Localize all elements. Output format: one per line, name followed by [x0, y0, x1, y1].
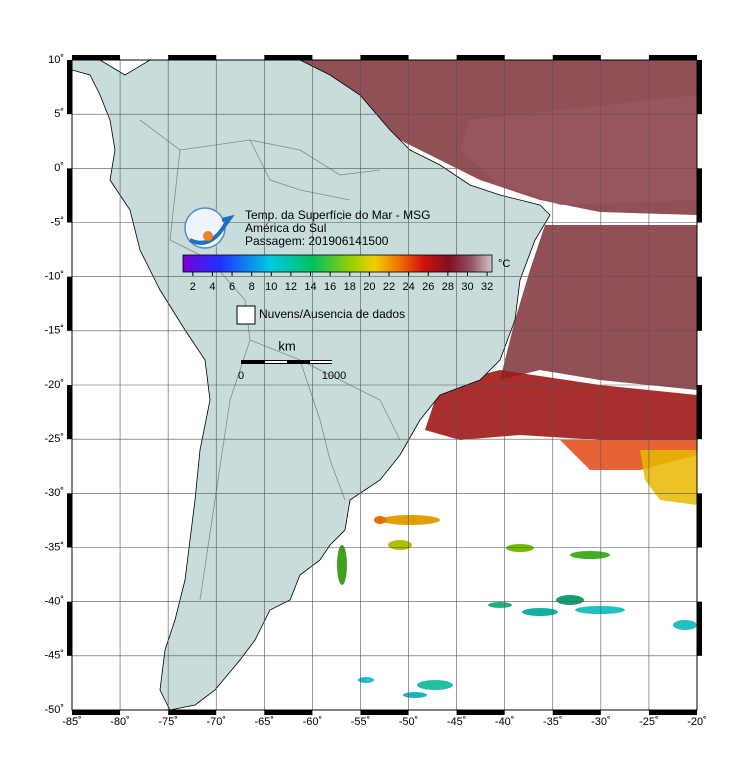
colorbar-tick-label: 20 [363, 281, 375, 293]
frame-bar [360, 55, 409, 60]
x-tick-label: -55˚ [351, 716, 371, 728]
y-tick-label: -35˚ [44, 541, 64, 553]
colorbar-tick-label: 2 [190, 281, 196, 293]
frame-bar [648, 710, 697, 715]
scale-label: 0 [238, 370, 244, 382]
frame-bar [648, 55, 697, 60]
x-tick-label: -70˚ [206, 716, 226, 728]
scale-bar [241, 360, 332, 364]
y-tick-label: -45˚ [44, 650, 64, 662]
x-tick-label: -80˚ [110, 716, 130, 728]
frame-bar [67, 385, 72, 440]
colorbar-tick-label: 16 [324, 281, 336, 293]
y-tick-label: 0˚ [54, 162, 64, 174]
x-tick-label: -75˚ [158, 716, 178, 728]
frame-bar [456, 710, 505, 715]
x-tick-label: -60˚ [303, 716, 323, 728]
scale-label: 1000 [322, 370, 346, 382]
x-tick-label: -50˚ [399, 716, 419, 728]
x-tick-label: -40˚ [495, 716, 515, 728]
title-block: Temp. da Superfície do Mar - MSGAmérica … [245, 208, 430, 248]
x-tick-label: -85˚ [62, 716, 82, 728]
frame-bar [72, 710, 121, 715]
colorbar-tick-label: 14 [304, 281, 316, 293]
title-line: Passagem: 201906141500 [245, 234, 389, 248]
colorbar-tick-label: 32 [481, 281, 493, 293]
colorbar-tick-label: 8 [249, 281, 255, 293]
legend-swatch [236, 305, 256, 325]
colorbar-tick-label: 24 [402, 281, 414, 293]
x-tick-label: -65˚ [255, 716, 275, 728]
y-tick-label: -20˚ [44, 379, 64, 391]
frame-bar [67, 168, 72, 223]
colorbar-tick-label: 18 [344, 281, 356, 293]
inpe-logo [184, 207, 235, 249]
colorbar [182, 254, 493, 273]
scale-unit: km [278, 338, 295, 353]
x-tick-label: -35˚ [543, 716, 563, 728]
frame-bar [264, 710, 313, 715]
y-tick-label: 10˚ [48, 54, 64, 66]
frame-bar [360, 710, 409, 715]
borders [139, 119, 401, 601]
frame-bar [67, 493, 72, 548]
frame-bar [697, 385, 702, 440]
axes: -85˚ -80˚ -75˚ -70˚ -65˚ -60˚ -55˚ -50˚ -45˚ -40˚… [44, 54, 706, 728]
frame-bar [552, 55, 601, 60]
colorbar-tick-label: 4 [209, 281, 215, 293]
colorbar-tick-label: 26 [422, 281, 434, 293]
sst-patches [300, 60, 697, 698]
y-tick-label: 5˚ [54, 108, 64, 120]
frame-bar [697, 168, 702, 223]
y-tick-label: -30˚ [44, 487, 64, 499]
colorbar-tick-label: 10 [265, 281, 277, 293]
title-line: Temp. da Superfície do Mar - MSG [245, 208, 430, 222]
colorbar-tick-label: 6 [229, 281, 235, 293]
map-frame [71, 59, 698, 711]
colorbar-tick-label: 30 [461, 281, 473, 293]
map-area [72, 60, 697, 710]
frame-bar [697, 276, 702, 331]
frame-bar [697, 601, 702, 656]
frame-bar [67, 601, 72, 656]
x-tick-label: -20˚ [687, 716, 707, 728]
y-tick-label: -5˚ [51, 216, 64, 228]
x-tick-label: -45˚ [447, 716, 467, 728]
colorbar-tick-label: 28 [442, 281, 454, 293]
frame-bar [67, 276, 72, 331]
y-tick-label: -25˚ [44, 433, 64, 445]
frame-bar [72, 55, 121, 60]
y-tick-label: -15˚ [44, 325, 64, 337]
y-tick-label: -40˚ [44, 596, 64, 608]
colorbar-tick-label: 22 [383, 281, 395, 293]
y-tick-label: -10˚ [44, 271, 64, 283]
frame-bar [264, 55, 313, 60]
x-tick-label: -25˚ [639, 716, 659, 728]
legend-label: Nuvens/Ausencia de dados [259, 307, 405, 321]
frame-bar [456, 55, 505, 60]
frame-bar [67, 60, 72, 115]
frame-bar [697, 493, 702, 548]
frame-bar [697, 60, 702, 115]
colorbar-tick-label: 12 [285, 281, 297, 293]
colorbar-unit: °C [498, 258, 510, 270]
frame-bar [168, 55, 217, 60]
frame-bar [168, 710, 217, 715]
title-line: América do Sul [245, 221, 326, 235]
y-tick-label: -50˚ [44, 704, 64, 716]
frame-bar [552, 710, 601, 715]
x-tick-label: -30˚ [591, 716, 611, 728]
